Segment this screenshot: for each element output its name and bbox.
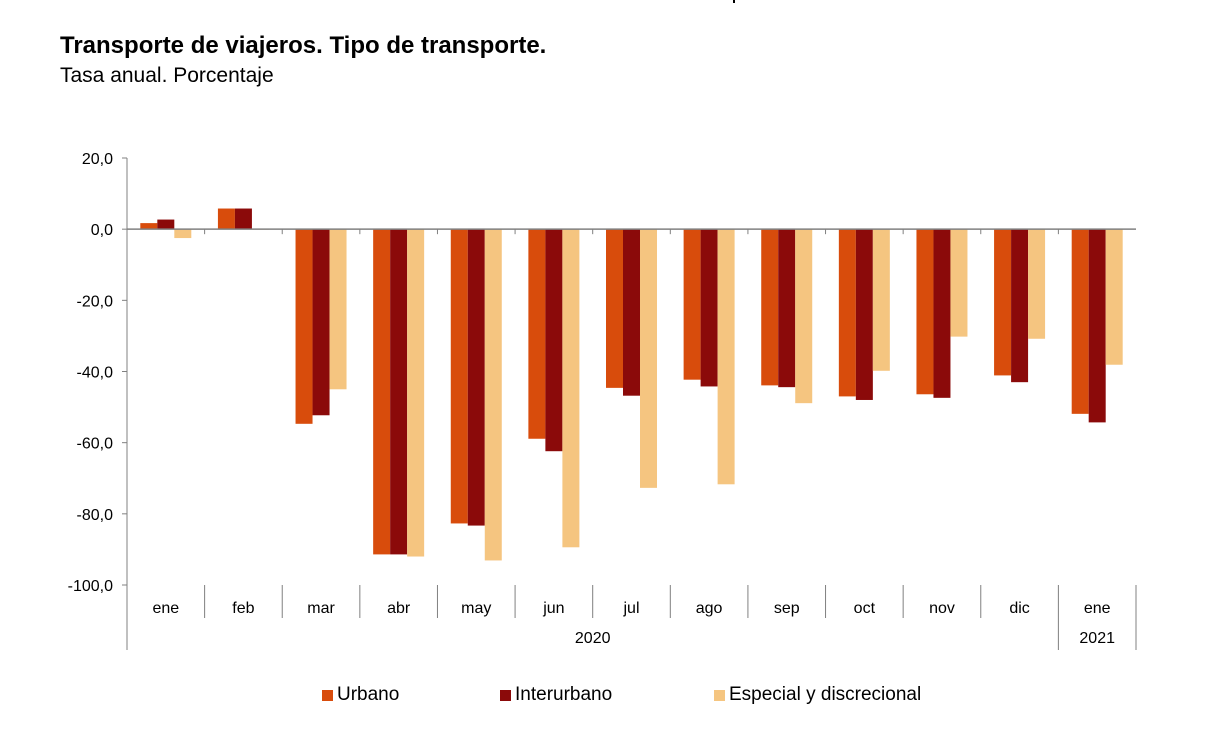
y-tick-label: -40,0 (77, 365, 114, 382)
bar-urbano (916, 229, 934, 395)
bar-urbano (140, 223, 158, 230)
y-tick-label: -20,0 (77, 293, 114, 310)
bar-interurbano (312, 229, 330, 416)
bar-interurbano (545, 229, 563, 452)
bar-interurbano (390, 229, 408, 555)
y-tick-label: -100,0 (68, 578, 113, 595)
x-category-label: dic (1009, 600, 1029, 617)
bar-interurbano (234, 208, 252, 230)
bar-especial-y-discrecional (640, 229, 657, 488)
top-edge-mark (733, 0, 735, 3)
bar-urbano (450, 229, 468, 524)
x-year-label: 2020 (575, 630, 611, 647)
bar-interurbano (855, 229, 873, 400)
bar-interurbano (157, 219, 175, 230)
bar-especial-y-discrecional (174, 229, 192, 239)
x-category-label: nov (929, 600, 955, 617)
bar-especial-y-discrecional (795, 229, 813, 404)
bar-interurbano (778, 229, 796, 388)
legend-label-especial: Especial y discrecional (729, 684, 922, 705)
y-tick-label: 0,0 (91, 222, 113, 239)
bar-especial-y-discrecional (329, 229, 347, 390)
legend-swatch-urbano (322, 689, 333, 701)
bar-especial-y-discrecional (562, 229, 580, 548)
legend-item-interurbano: Interurbano (500, 684, 612, 706)
x-category-label: may (461, 600, 491, 617)
x-category-label: mar (307, 600, 335, 617)
x-year-label: 2021 (1079, 630, 1115, 647)
legend-swatch-interurbano (500, 689, 511, 701)
bar-especial-y-discrecional (717, 229, 735, 485)
chart-title: Transporte de viajeros. Tipo de transpor… (60, 32, 547, 59)
bar-urbano (761, 229, 779, 386)
legend-label-interurbano: Interurbano (515, 684, 613, 705)
x-category-label: jun (542, 600, 564, 617)
bar-urbano (994, 229, 1012, 376)
x-category-label: oct (854, 600, 876, 617)
bar-urbano (295, 229, 313, 424)
x-category-label: ago (696, 600, 723, 617)
x-category-label: feb (232, 600, 254, 617)
bar-especial-y-discrecional (407, 229, 425, 557)
bar-urbano (1071, 229, 1089, 414)
legend: Urbano Interurbano Especial y discrecion… (0, 684, 1222, 708)
bar-especial-y-discrecional (1105, 229, 1123, 365)
legend-swatch-especial (714, 689, 725, 701)
x-category-label: jul (622, 600, 639, 617)
y-tick-label: 20,0 (82, 151, 113, 168)
bar-interurbano (467, 229, 485, 526)
bar-urbano (528, 229, 546, 439)
x-category-label: sep (774, 600, 800, 617)
legend-label-urbano: Urbano (337, 684, 400, 705)
bar-interurbano (623, 229, 640, 396)
bar-urbano (217, 208, 235, 230)
bar-urbano (373, 229, 391, 555)
bar-especial-y-discrecional (872, 229, 890, 371)
legend-item-especial: Especial y discrecional (714, 684, 921, 706)
bar-interurbano (1011, 229, 1029, 383)
bar-urbano (606, 229, 623, 388)
legend-item-urbano: Urbano (322, 684, 399, 706)
y-tick-label: -80,0 (77, 507, 114, 524)
chart-subtitle: Tasa anual. Porcentaje (60, 64, 274, 87)
bar-urbano (838, 229, 856, 397)
bar-urbano (683, 229, 701, 380)
bar-especial-y-discrecional (484, 229, 502, 561)
x-category-label: abr (387, 600, 411, 617)
y-tick-label: -60,0 (77, 436, 114, 453)
bar-interurbano (1088, 229, 1106, 423)
bar-interurbano (700, 229, 718, 387)
bar-interurbano (933, 229, 951, 398)
x-category-label: ene (152, 600, 179, 617)
bar-especial-y-discrecional (1028, 229, 1046, 339)
x-category-label: ene (1084, 600, 1111, 617)
bar-especial-y-discrecional (950, 229, 968, 337)
